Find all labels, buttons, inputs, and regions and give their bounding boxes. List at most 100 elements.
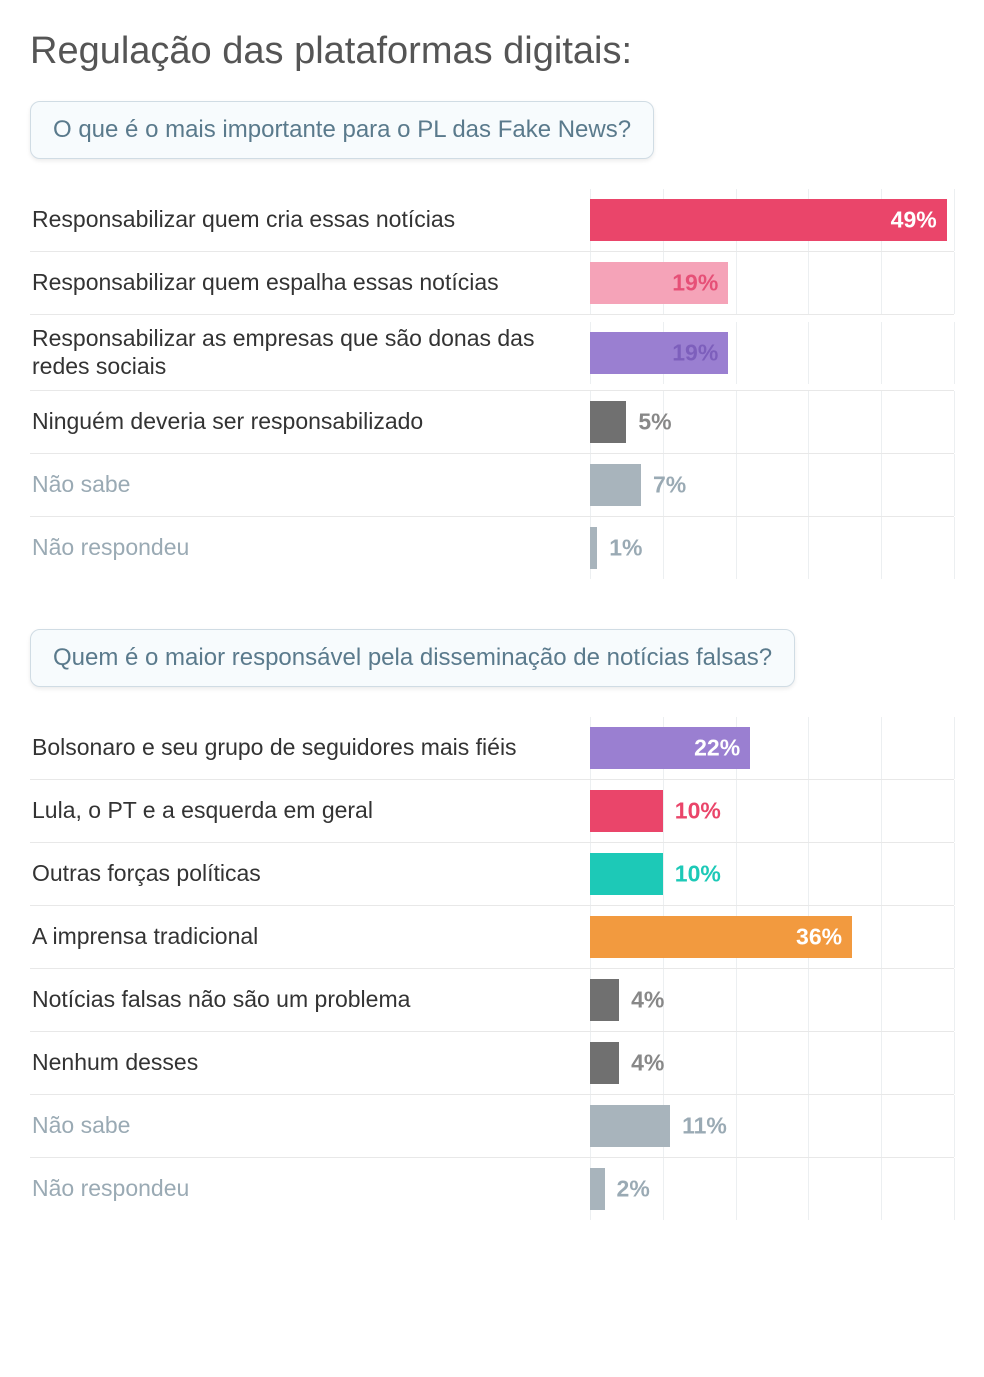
bar-value: 19%	[672, 339, 718, 366]
gridline	[808, 1095, 809, 1157]
chart-row: Responsabilizar quem espalha essas notíc…	[30, 252, 954, 315]
chart-row: Outras forças políticas10%	[30, 843, 954, 906]
bar: 7%	[590, 464, 641, 506]
gridline	[954, 517, 955, 579]
bar-value: 10%	[675, 861, 721, 888]
gridline	[954, 1158, 955, 1220]
gridline	[808, 517, 809, 579]
gridline	[954, 906, 955, 968]
gridline	[808, 391, 809, 453]
gridline	[736, 1158, 737, 1220]
gridline	[808, 252, 809, 314]
gridline	[954, 1032, 955, 1094]
gridline	[736, 843, 737, 905]
gridline	[736, 252, 737, 314]
row-label: Não sabe	[30, 1102, 590, 1150]
bar-area: 4%	[590, 969, 954, 1031]
bar-chart: Bolsonaro e seu grupo de seguidores mais…	[30, 717, 954, 1220]
bar-value: 49%	[891, 207, 937, 234]
bar-area: 7%	[590, 454, 954, 516]
gridline	[808, 843, 809, 905]
gridline	[954, 1095, 955, 1157]
gridline	[808, 717, 809, 779]
bar-area: 4%	[590, 1032, 954, 1094]
bar-area: 2%	[590, 1158, 954, 1220]
gridline	[808, 780, 809, 842]
gridline	[881, 454, 882, 516]
chart-row: Não sabe7%	[30, 454, 954, 517]
bar-value: 4%	[631, 987, 664, 1014]
bar-value: 11%	[682, 1113, 727, 1140]
bar-area: 22%	[590, 717, 954, 779]
bar-value: 2%	[617, 1176, 650, 1203]
row-label: Não respondeu	[30, 524, 590, 572]
gridline	[881, 322, 882, 384]
row-label: Não sabe	[30, 461, 590, 509]
chart-block: O que é o mais importante para o PL das …	[30, 101, 954, 579]
question-box: Quem é o maior responsável pela dissemin…	[30, 629, 795, 687]
gridline	[808, 322, 809, 384]
bar-area: 11%	[590, 1095, 954, 1157]
bar-value: 4%	[631, 1050, 664, 1077]
bar-area: 5%	[590, 391, 954, 453]
bar-value: 36%	[796, 924, 842, 951]
bar: 5%	[590, 401, 626, 443]
bar: 19%	[590, 262, 728, 304]
bar-area: 36%	[590, 906, 954, 968]
chart-row: Não respondeu2%	[30, 1158, 954, 1220]
bar-value: 7%	[653, 472, 686, 499]
chart-row: A imprensa tradicional36%	[30, 906, 954, 969]
gridline	[736, 969, 737, 1031]
bar: 22%	[590, 727, 750, 769]
chart-row: Ninguém deveria ser responsabilizado5%	[30, 391, 954, 454]
bar: 2%	[590, 1168, 605, 1210]
page-title: Regulação das plataformas digitais:	[30, 30, 954, 73]
gridline	[736, 780, 737, 842]
gridline	[881, 1158, 882, 1220]
gridline	[881, 717, 882, 779]
row-label: Bolsonaro e seu grupo de seguidores mais…	[30, 724, 590, 772]
bar: 1%	[590, 527, 597, 569]
row-label: Não respondeu	[30, 1165, 590, 1213]
bar-value: 5%	[638, 409, 671, 436]
charts-container: O que é o mais importante para o PL das …	[30, 101, 954, 1220]
bar: 10%	[590, 790, 663, 832]
bar-area: 19%	[590, 252, 954, 314]
gridline	[881, 1095, 882, 1157]
row-label: Responsabilizar quem cria essas notícias	[30, 196, 590, 244]
gridline	[663, 843, 664, 905]
gridline	[881, 391, 882, 453]
chart-row: Bolsonaro e seu grupo de seguidores mais…	[30, 717, 954, 780]
chart-row: Não sabe 11%	[30, 1095, 954, 1158]
gridline	[954, 454, 955, 516]
chart-row: Não respondeu1%	[30, 517, 954, 579]
gridline	[808, 454, 809, 516]
bar: 36%	[590, 916, 852, 958]
gridline	[881, 252, 882, 314]
gridline	[736, 1095, 737, 1157]
bar: 10%	[590, 853, 663, 895]
bar: 49%	[590, 199, 947, 241]
gridline	[954, 843, 955, 905]
gridline	[736, 391, 737, 453]
bar: 19%	[590, 332, 728, 374]
gridline	[808, 1158, 809, 1220]
gridline	[663, 517, 664, 579]
row-label: Notícias falsas não são um problema	[30, 976, 590, 1024]
row-label: Responsabilizar as empresas que são dona…	[30, 315, 590, 390]
bar-area: 10%	[590, 780, 954, 842]
bar-area: 49%	[590, 189, 954, 251]
gridline	[663, 1158, 664, 1220]
gridline	[736, 1032, 737, 1094]
gridline	[954, 391, 955, 453]
gridline	[954, 717, 955, 779]
gridline	[736, 517, 737, 579]
chart-row: Nenhum desses4%	[30, 1032, 954, 1095]
gridline	[808, 1032, 809, 1094]
gridline	[954, 189, 955, 251]
gridline	[736, 454, 737, 516]
gridline	[954, 322, 955, 384]
bar-value: 10%	[675, 798, 721, 825]
gridline	[808, 969, 809, 1031]
gridline	[954, 969, 955, 1031]
